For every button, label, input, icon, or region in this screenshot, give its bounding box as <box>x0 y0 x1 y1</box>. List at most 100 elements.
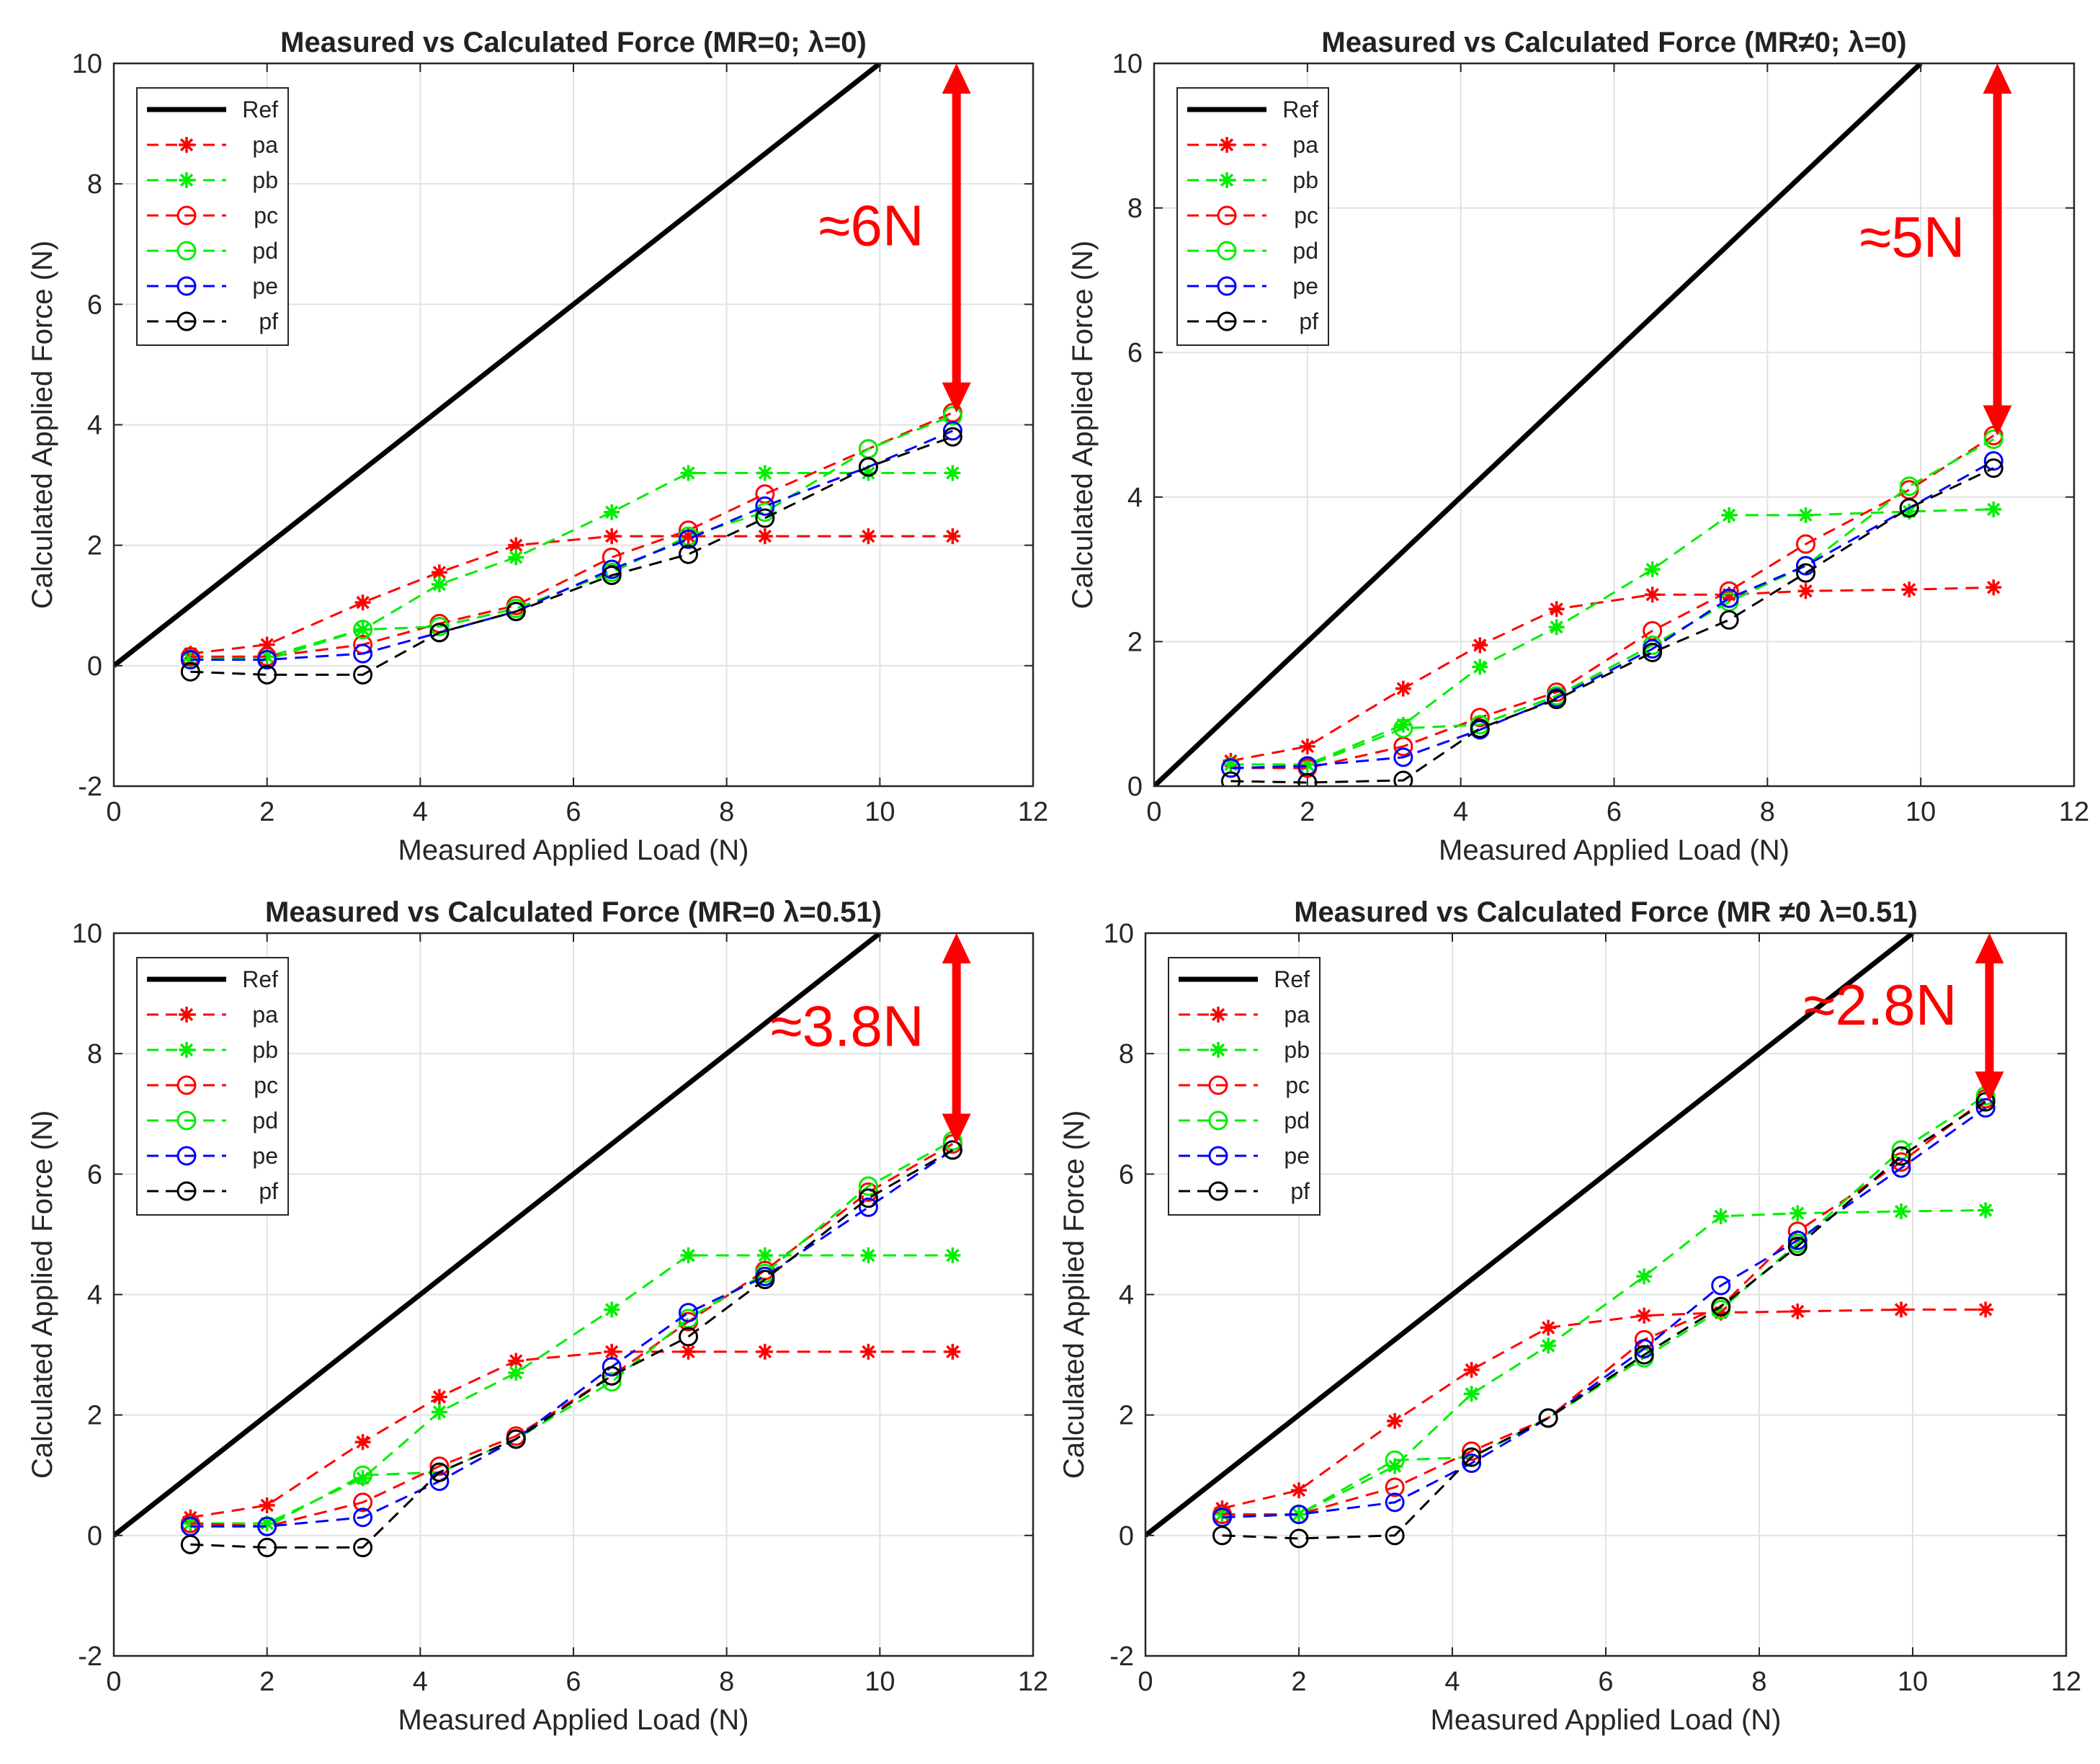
legend-label: pa <box>252 132 278 158</box>
point-pa <box>604 528 620 545</box>
series-line-pc <box>1230 435 1995 770</box>
point-pb <box>259 1515 275 1532</box>
x-tick-label: 4 <box>413 797 428 827</box>
point-pb <box>1299 756 1315 772</box>
y-tick-label: 4 <box>87 411 102 441</box>
x-tick-label: 10 <box>864 1667 895 1697</box>
point-pb <box>1978 1202 1994 1219</box>
point-pa <box>1395 680 1411 697</box>
series-line-pe <box>1230 460 1994 770</box>
point-pf <box>1983 458 2003 478</box>
point-pa <box>1797 583 1814 600</box>
legend-marker <box>177 1181 197 1201</box>
point-pe <box>1289 1505 1309 1525</box>
x-tick-label: 2 <box>259 797 274 827</box>
legend-label: pe <box>252 273 278 299</box>
difference-annotation: ≈5N <box>1859 205 1965 269</box>
series-line-ref <box>1154 63 1923 786</box>
point-pb <box>1223 756 1239 772</box>
y-tick-label: 4 <box>1127 483 1143 513</box>
x-tick-label: 4 <box>413 1667 428 1697</box>
point-pf <box>942 1140 962 1160</box>
point-pd <box>1385 1450 1405 1470</box>
legend-item-pe: pe <box>147 1143 278 1169</box>
legend-label: pa <box>252 1002 278 1028</box>
legend-marker <box>1208 1075 1228 1095</box>
point-pb <box>1901 503 1918 520</box>
x-tick-label: 0 <box>1146 797 1161 827</box>
point-pf <box>858 1188 878 1208</box>
legend-label: pa <box>1292 132 1318 158</box>
point-pe <box>257 1516 277 1536</box>
series-line-pd <box>1222 1095 1986 1519</box>
legend-label: pd <box>1292 238 1318 264</box>
point-pc <box>429 1456 450 1476</box>
x-tick-label: 12 <box>2051 1667 2081 1697</box>
series-line-pa <box>190 1350 953 1519</box>
point-pe <box>1787 1230 1808 1250</box>
legend-label: pf <box>1290 1178 1310 1204</box>
point-pe <box>353 1507 373 1528</box>
x-tick-label: 8 <box>719 1667 734 1697</box>
series-line-pe <box>190 1149 954 1528</box>
point-pf <box>1891 1146 1911 1166</box>
legend-marker <box>1210 1007 1226 1023</box>
point-pe <box>942 421 962 441</box>
point-pe <box>353 643 373 664</box>
legend-marker <box>1219 172 1235 188</box>
point-pe <box>1983 451 2003 471</box>
point-pe <box>1634 1339 1654 1359</box>
point-pf <box>1547 690 1567 710</box>
point-pb <box>680 465 697 481</box>
point-pc <box>1470 708 1490 728</box>
point-pe <box>257 649 277 669</box>
point-pb <box>508 549 524 566</box>
y-tick-label: -2 <box>1109 1642 1134 1672</box>
point-pf <box>679 544 698 564</box>
legend-label: pb <box>252 1037 278 1063</box>
point-pb <box>1540 1337 1557 1354</box>
legend-item-pd: pd <box>147 238 278 264</box>
legend-item-pa: pa <box>1187 132 1318 158</box>
point-pb <box>604 1301 620 1318</box>
point-pa <box>1790 1303 1806 1319</box>
point-pd <box>1899 476 1919 496</box>
legend-marker <box>1210 1042 1226 1058</box>
x-tick-label: 0 <box>1138 1667 1153 1697</box>
point-pf <box>180 1534 200 1554</box>
legend-item-Ref: Ref <box>1187 97 1318 122</box>
chart-title: Measured vs Calculated Force (MR≠0; λ=0) <box>1321 27 1906 58</box>
legend-item-pc: pc <box>1179 1072 1310 1098</box>
legend-label: Ref <box>242 97 278 122</box>
legend-label: pd <box>252 238 278 264</box>
point-pb <box>259 649 275 665</box>
difference-arrow <box>1975 933 2004 1102</box>
point-pb <box>182 651 199 668</box>
point-pd <box>755 502 775 522</box>
series-line-pb <box>1230 508 1994 766</box>
x-tick-label: 6 <box>566 1667 581 1697</box>
legend-item-pa: pa <box>147 132 278 158</box>
legend-marker <box>1217 241 1237 261</box>
point-pc <box>1385 1477 1405 1497</box>
y-tick-label: 10 <box>1112 49 1143 79</box>
arrow-head-top <box>942 933 971 963</box>
difference-annotation: ≈6N <box>818 193 924 257</box>
point-pa <box>508 1353 524 1369</box>
point-pe <box>1385 1492 1405 1513</box>
difference-annotation: ≈3.8N <box>771 994 924 1058</box>
legend-item-pd: pd <box>147 1108 278 1133</box>
difference-arrow <box>942 933 971 1144</box>
point-pa <box>1387 1413 1403 1430</box>
point-pa <box>944 528 961 545</box>
legend-marker <box>179 1007 195 1023</box>
legend-marker <box>177 241 197 261</box>
x-tick-label: 0 <box>106 797 121 827</box>
legend-marker <box>177 1075 197 1095</box>
point-pb <box>1712 1208 1729 1224</box>
point-pa <box>1472 637 1488 654</box>
legend-marker <box>1208 1110 1228 1131</box>
point-pd <box>353 620 373 640</box>
point-pa <box>1636 1307 1653 1324</box>
legend-item-pf: pf <box>147 308 278 334</box>
